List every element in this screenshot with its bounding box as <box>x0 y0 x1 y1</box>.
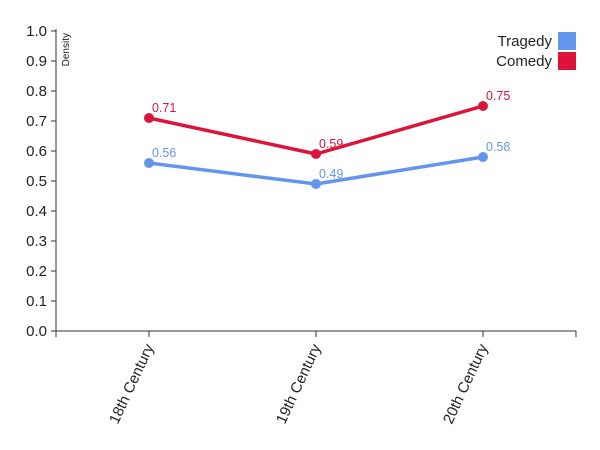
data-label: 0.58 <box>486 140 510 154</box>
data-label: 0.56 <box>152 146 176 160</box>
data-point[interactable] <box>478 152 488 162</box>
data-label: 0.49 <box>319 167 343 181</box>
legend[interactable]: Tragedy Comedy <box>496 32 576 70</box>
series-comedy: 0.71 0.59 0.75 <box>144 89 510 159</box>
axes: 0.0 0.1 0.2 0.3 0.4 0.5 0.6 0.7 0.8 0.9 1.0 18th C… <box>26 23 577 427</box>
data-point[interactable] <box>311 179 321 189</box>
data-point[interactable] <box>478 101 488 111</box>
y-tick-label: 0.9 <box>26 53 47 70</box>
x-tick-label: 20th Century <box>440 341 492 426</box>
legend-swatch <box>558 52 576 70</box>
y-tick-label: 0.8 <box>26 83 47 100</box>
y-axis-ticks: 0.0 0.1 0.2 0.3 0.4 0.5 0.6 0.7 0.8 0.9 1.0 <box>26 23 56 340</box>
legend-item-comedy[interactable]: Comedy <box>496 52 576 70</box>
y-tick-label: 0.5 <box>26 173 47 190</box>
y-tick-label: 0.3 <box>26 233 47 250</box>
y-tick-label: 0.0 <box>26 323 47 340</box>
data-point[interactable] <box>311 149 321 159</box>
y-tick-label: 0.6 <box>26 143 47 160</box>
y-tick-label: 0.1 <box>26 293 47 310</box>
data-label: 0.59 <box>319 137 343 151</box>
series: 0.56 0.49 0.58 0.71 0.59 0.75 <box>144 89 510 189</box>
series-tragedy: 0.56 0.49 0.58 <box>144 140 510 189</box>
data-point[interactable] <box>144 158 154 168</box>
y-axis-title: Density <box>61 33 72 66</box>
legend-label: Tragedy <box>498 33 553 50</box>
legend-label: Comedy <box>496 53 552 70</box>
legend-swatch <box>558 32 576 50</box>
data-label: 0.71 <box>152 101 176 115</box>
x-axis-ticks: 18th Century 19th Century 20th Century <box>55 331 577 427</box>
x-tick-label: 19th Century <box>273 341 325 426</box>
y-tick-label: 0.4 <box>26 203 47 220</box>
data-label: 0.75 <box>486 89 510 103</box>
y-tick-label: 0.7 <box>26 113 47 130</box>
data-point[interactable] <box>144 113 154 123</box>
legend-item-tragedy[interactable]: Tragedy <box>498 32 576 50</box>
y-tick-label: 1.0 <box>26 23 47 40</box>
y-tick-label: 0.2 <box>26 263 47 280</box>
x-tick-label: 18th Century <box>106 341 158 426</box>
series-line-comedy <box>148 104 484 156</box>
